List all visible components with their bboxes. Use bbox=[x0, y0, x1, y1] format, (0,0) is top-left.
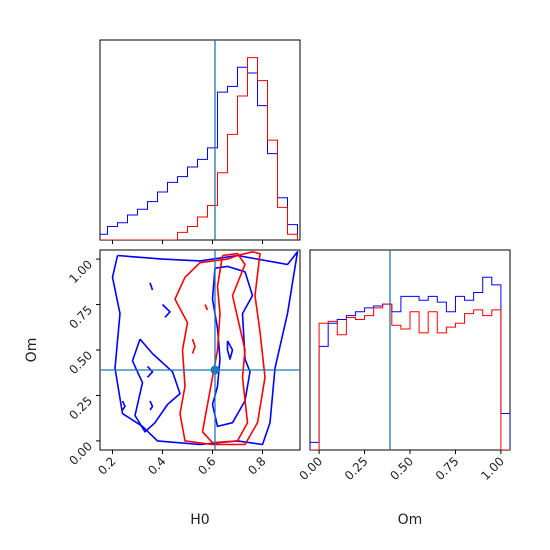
joint-contour-panel: 0.2 0.4 0.6 0.8 0.00 0.25 0.50 0.75 1.00 H0 Om bbox=[24, 249, 301, 528]
joint-ytick-label: 0.75 bbox=[66, 303, 95, 332]
h0-histogram-frame bbox=[99, 39, 301, 241]
om-histogram-xtick-label: 0.00 bbox=[296, 454, 325, 483]
joint-ytick-label: 1.00 bbox=[66, 257, 95, 286]
blue-contour bbox=[146, 365, 154, 378]
om-histogram-xtick-label: 0.25 bbox=[342, 454, 371, 483]
om-histogram-xtick-label: 1.00 bbox=[478, 454, 507, 483]
joint-xtick-label: 0.8 bbox=[245, 454, 268, 477]
om-histogram-red-series bbox=[310, 303, 510, 450]
blue-contour bbox=[161, 303, 171, 318]
joint-ytick-label: 0.50 bbox=[66, 348, 95, 377]
joint-xtick-label: 0.6 bbox=[195, 454, 218, 477]
blue-contour bbox=[121, 400, 126, 411]
om-xlabel: Om bbox=[398, 512, 423, 528]
blue-contour bbox=[131, 338, 181, 433]
om-histogram-xtick-label: 0.75 bbox=[433, 454, 462, 483]
red-contour bbox=[191, 338, 196, 354]
joint-ylabel: Om bbox=[24, 338, 40, 363]
h0-histogram-red-series bbox=[100, 57, 298, 240]
red-contour bbox=[174, 251, 266, 446]
blue-contour bbox=[226, 340, 234, 360]
joint-xtick-label: 0.4 bbox=[145, 454, 168, 477]
joint-truth-point bbox=[210, 365, 220, 375]
joint-ytick-label: 0.00 bbox=[66, 439, 95, 468]
om-histogram-frame bbox=[309, 249, 511, 451]
blue-contour bbox=[111, 251, 299, 446]
red-contour bbox=[201, 252, 249, 444]
joint-xtick-label: 0.2 bbox=[95, 454, 118, 477]
blue-contour bbox=[149, 400, 154, 411]
red-contour bbox=[204, 304, 209, 311]
blue-contour bbox=[149, 282, 154, 291]
om-histogram-blue-series bbox=[310, 276, 510, 450]
om-histogram-xtick-label: 0.50 bbox=[387, 454, 416, 483]
om-histogram-panel: 0.00 0.25 0.50 0.75 1.00 Om bbox=[296, 249, 511, 528]
h0-histogram-panel bbox=[99, 39, 301, 244]
h0-histogram-blue-series bbox=[100, 66, 298, 240]
joint-ytick-label: 0.25 bbox=[66, 394, 95, 423]
joint-xlabel: H0 bbox=[190, 512, 209, 528]
blue-contour bbox=[211, 265, 254, 428]
